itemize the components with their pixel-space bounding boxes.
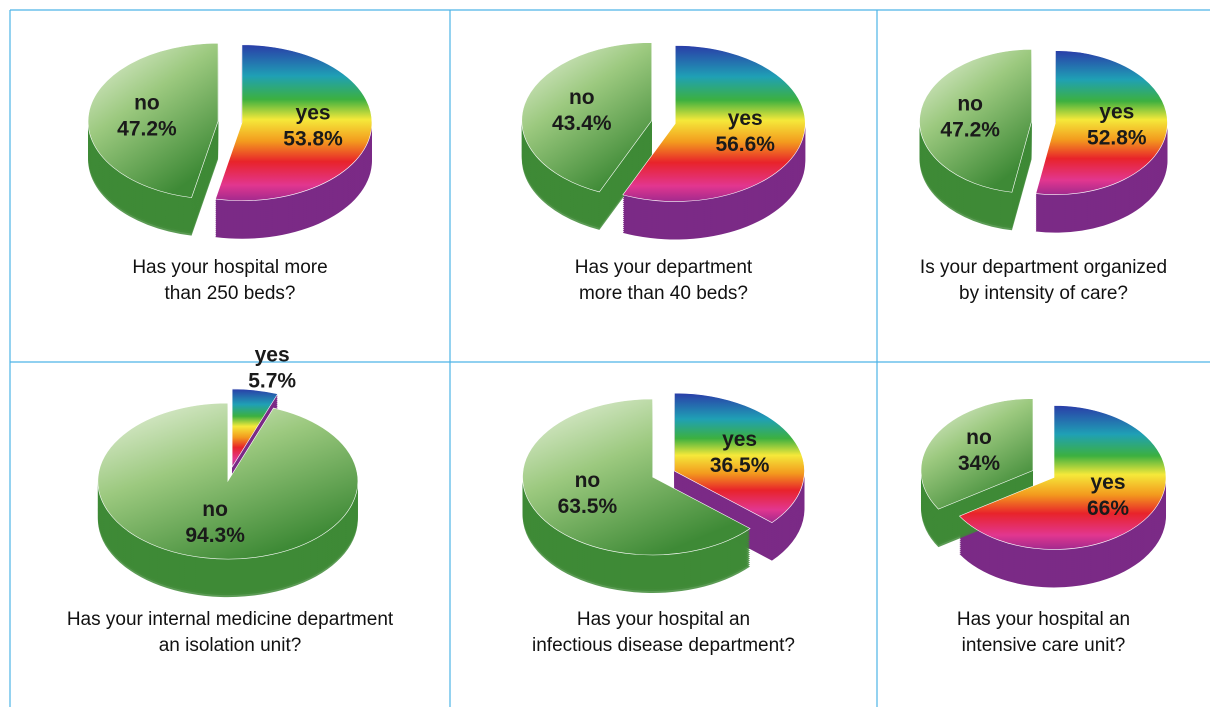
chart-title: than 250 beds?	[164, 283, 295, 304]
slice-value-label: 53.8%	[283, 128, 343, 151]
pie-slice	[1035, 50, 1168, 195]
slice-value-label: 47.2%	[117, 117, 177, 140]
pie-slice	[674, 392, 805, 523]
slice-category-label: no	[575, 469, 601, 492]
pie-slice	[215, 44, 373, 202]
chart-title: Has your hospital more	[132, 257, 327, 278]
pie-slice	[958, 405, 1167, 550]
slice-category-label: yes	[255, 343, 290, 366]
pie-slice	[920, 398, 1034, 510]
chart-title: an isolation unit?	[159, 635, 302, 656]
chart-title: infectious disease department?	[532, 635, 795, 656]
slice-category-label: yes	[1090, 471, 1125, 494]
slice-category-label: yes	[728, 107, 763, 130]
slice-value-label: 66%	[1087, 497, 1129, 520]
slice-value-label: 94.3%	[185, 524, 245, 547]
slice-value-label: 43.4%	[552, 112, 612, 135]
pie-slice	[231, 388, 279, 468]
slice-value-label: 56.6%	[715, 133, 775, 156]
chart-title: Has your internal medicine department	[67, 609, 394, 630]
slice-category-label: no	[966, 426, 992, 449]
pie-slice	[97, 402, 359, 560]
slice-category-label: yes	[1099, 101, 1134, 124]
slice-category-label: yes	[296, 102, 331, 125]
chart-title: by intensity of care?	[959, 283, 1128, 304]
pie-slice	[521, 42, 653, 193]
slice-category-label: no	[957, 92, 983, 115]
slice-category-label: no	[202, 498, 228, 521]
slice-category-label: yes	[722, 428, 757, 451]
slice-value-label: 5.7%	[248, 369, 296, 392]
chart-title: Is your department organized	[920, 257, 1167, 278]
slice-value-label: 34%	[958, 452, 1000, 475]
pie-slice	[522, 398, 751, 556]
slice-value-label: 63.5%	[558, 495, 618, 518]
slice-value-label: 36.5%	[710, 454, 770, 477]
pie-slice	[87, 42, 219, 198]
chart-title: Has your hospital an	[577, 609, 750, 630]
chart-title: Has your hospital an	[957, 609, 1130, 630]
slice-value-label: 47.2%	[940, 118, 1000, 141]
chart-title: more than 40 beds?	[579, 283, 748, 304]
chart-title: intensive care unit?	[962, 635, 1126, 656]
slice-category-label: no	[569, 86, 595, 109]
chart-title: Has your department	[575, 257, 753, 278]
pie-slice	[919, 49, 1032, 193]
pie-slice	[622, 45, 806, 202]
slice-category-label: no	[134, 91, 160, 114]
slice-value-label: 52.8%	[1087, 127, 1147, 150]
